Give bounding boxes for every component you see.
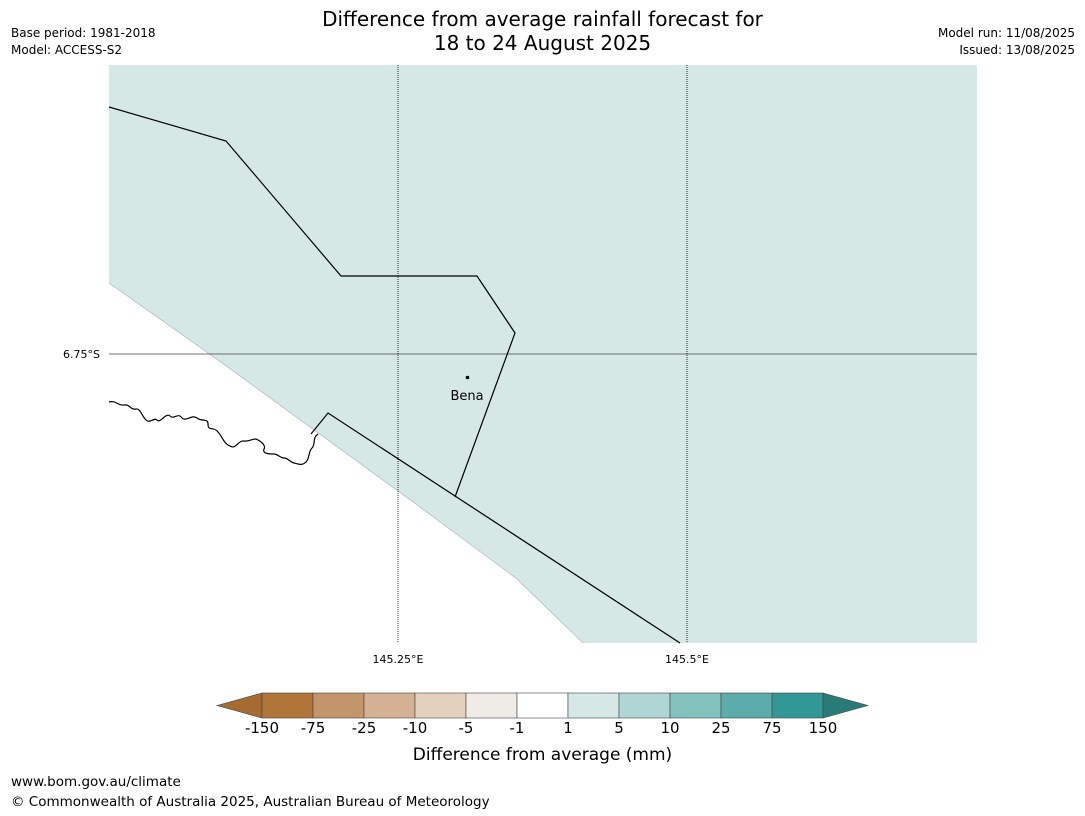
footer-copyright: © Commonwealth of Australia 2025, Austra… <box>11 794 490 810</box>
colorbar-tick-label: 5 <box>614 719 624 737</box>
chart-title: Difference from average rainfall forecas… <box>0 7 1085 55</box>
district-boundary <box>108 106 516 498</box>
town-marker <box>465 375 470 380</box>
colorbar-extend-high <box>822 692 870 719</box>
colorbar-tick-label: 75 <box>762 719 782 737</box>
lon-label-2: 145.5°E <box>665 653 709 666</box>
colorbar-tick-label: -1 <box>509 719 525 737</box>
model-run: Model run: 11/08/2025 <box>937 26 1075 40</box>
meta-right: Model run: 11/08/2025 Issued: 13/08/2025 <box>938 25 1075 59</box>
colorbar-bin <box>414 692 467 719</box>
base-period: Base period: 1981-2018 <box>11 26 156 40</box>
colorbar-bin <box>567 692 620 719</box>
colorbar-bin <box>720 692 773 719</box>
colorbar-tick-label: -25 <box>351 719 377 737</box>
colorbar-bin <box>669 692 722 719</box>
issued-date: Issued: 13/08/2025 <box>959 43 1075 57</box>
title-line-1: Difference from average rainfall forecas… <box>322 7 763 31</box>
colorbar-bin <box>618 692 671 719</box>
colorbar-tick-label: 25 <box>711 719 731 737</box>
colorbar-bin <box>363 692 416 719</box>
colorbar-bin <box>516 692 569 719</box>
colorbar-tick-label: 1 <box>563 719 573 737</box>
meta-left: Base period: 1981-2018 Model: ACCESS-S2 <box>11 25 156 59</box>
colorbar-tick-label: -10 <box>402 719 428 737</box>
colorbar-bin <box>261 692 314 719</box>
colorbar-tick-label: -150 <box>244 719 280 737</box>
lat-label: 6.75°S <box>63 348 100 361</box>
colorbar-extend-low <box>215 692 263 719</box>
river-line <box>108 400 319 465</box>
colorbar-bin <box>771 692 824 719</box>
colorbar-label: Difference from average (mm) <box>412 745 673 765</box>
colorbar <box>215 692 870 719</box>
model-name: Model: ACCESS-S2 <box>11 43 123 57</box>
district-boundary-south <box>310 412 681 644</box>
colorbar-bin <box>312 692 365 719</box>
town-label: Bena <box>450 389 483 404</box>
colorbar-bin <box>465 692 518 719</box>
colorbar-tick-label: 10 <box>660 719 680 737</box>
title-line-2: 18 to 24 August 2025 <box>433 31 652 55</box>
footer-url[interactable]: www.bom.gov.au/climate <box>11 774 181 790</box>
colorbar-tick-label: -5 <box>458 719 474 737</box>
lon-label-1: 145.25°E <box>373 653 424 666</box>
colorbar-tick-label: 150 <box>808 719 838 737</box>
coastline-edge <box>108 282 584 644</box>
colorbar-tick-label: -75 <box>300 719 326 737</box>
